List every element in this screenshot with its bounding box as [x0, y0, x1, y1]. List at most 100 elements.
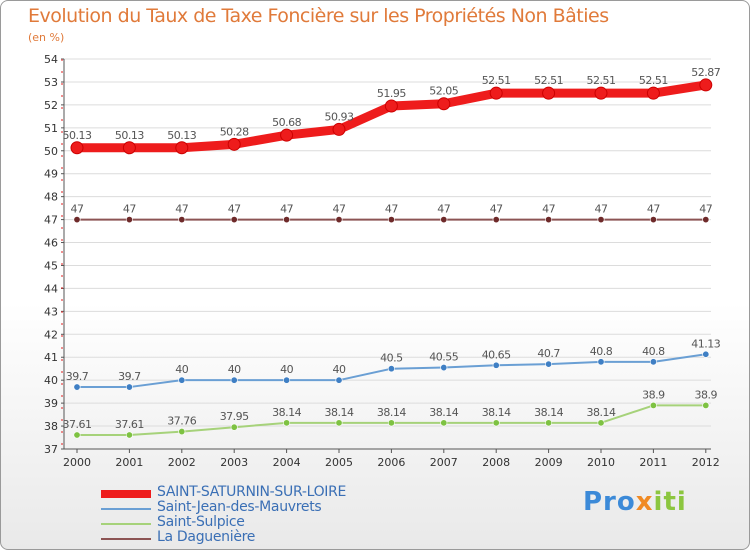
data-point: [283, 419, 291, 427]
y-tick-label: 45: [44, 259, 58, 272]
data-label: 41.13: [691, 337, 720, 350]
data-label: 38.14: [587, 406, 616, 419]
data-point: [649, 401, 657, 409]
data-point: [230, 216, 238, 224]
data-label: 40.65: [482, 348, 511, 361]
data-point: [545, 216, 553, 224]
y-tick-label: 40: [44, 374, 58, 387]
data-point: [702, 216, 710, 224]
data-label: 40.8: [590, 345, 613, 358]
data-point: [646, 86, 660, 100]
y-axis-unit: (en %): [28, 31, 65, 44]
data-point: [597, 419, 605, 427]
data-point: [545, 419, 553, 427]
x-tick-label: 2008: [482, 456, 510, 469]
data-point: [230, 423, 238, 431]
data-point: [73, 431, 81, 439]
data-label: 37.95: [220, 410, 249, 423]
y-tick-label: 41: [44, 351, 58, 364]
data-label: 40: [280, 363, 293, 376]
data-label: 37.76: [167, 415, 196, 428]
logo-part: Pro: [583, 487, 636, 517]
data-point: [73, 383, 81, 391]
data-point: [440, 419, 448, 427]
data-label: 50.13: [63, 129, 92, 142]
data-point: [178, 376, 186, 384]
proxiti-logo[interactable]: Proxiti: [583, 487, 687, 517]
data-point: [440, 364, 448, 372]
data-label: 40.7: [537, 347, 560, 360]
data-label: 50.13: [167, 129, 196, 142]
y-tick-label: 49: [44, 168, 58, 181]
y-tick-label: 43: [44, 305, 58, 318]
data-point: [384, 99, 398, 113]
y-tick-label: 51: [44, 122, 58, 135]
data-label: 47: [699, 203, 712, 216]
data-point: [440, 216, 448, 224]
data-label: 40.8: [642, 345, 665, 358]
data-point: [125, 216, 133, 224]
data-label: 47: [71, 203, 84, 216]
data-label: 38.14: [534, 406, 563, 419]
y-tick-label: 37: [44, 443, 58, 456]
data-label: 50.68: [272, 116, 301, 129]
data-point: [702, 401, 710, 409]
x-tick-label: 2002: [168, 456, 196, 469]
data-label: 40: [228, 363, 241, 376]
data-label: 52.51: [587, 74, 616, 87]
data-point: [597, 216, 605, 224]
legend-label: La Daguenière: [157, 529, 256, 545]
y-tick-label: 53: [44, 76, 58, 89]
data-label: 40.55: [429, 351, 458, 364]
data-label: 39.7: [66, 370, 89, 383]
x-tick-label: 2009: [535, 456, 563, 469]
data-point: [175, 141, 189, 155]
data-label: 52.51: [639, 74, 668, 87]
data-label: 50.93: [325, 110, 354, 123]
x-tick-label: 2011: [639, 456, 667, 469]
data-point: [489, 86, 503, 100]
legend-label: Saint-Sulpice: [157, 514, 245, 530]
data-label: 47: [175, 203, 188, 216]
data-label: 47: [647, 203, 660, 216]
data-label: 47: [595, 203, 608, 216]
data-label: 47: [542, 203, 555, 216]
data-point: [122, 141, 136, 155]
logo-part: iti: [653, 487, 687, 517]
data-point: [332, 122, 346, 136]
data-point: [178, 428, 186, 436]
data-point: [437, 97, 451, 111]
data-label: 37.61: [63, 418, 92, 431]
y-tick-label: 44: [44, 282, 58, 295]
y-tick-label: 42: [44, 328, 58, 341]
y-tick-label: 54: [44, 53, 58, 66]
data-label: 47: [437, 203, 450, 216]
x-tick-label: 2000: [63, 456, 91, 469]
y-tick-label: 47: [44, 214, 58, 227]
x-tick-label: 2001: [115, 456, 143, 469]
data-label: 52.87: [691, 66, 720, 79]
data-point: [387, 419, 395, 427]
data-point: [335, 419, 343, 427]
data-point: [335, 216, 343, 224]
data-label: 40: [175, 363, 188, 376]
legend-swatch: [101, 523, 151, 525]
y-tick-label: 50: [44, 145, 58, 158]
x-tick-label: 2010: [587, 456, 615, 469]
data-point: [70, 141, 84, 155]
x-tick-label: 2012: [692, 456, 720, 469]
data-label: 38.14: [272, 406, 301, 419]
data-point: [125, 431, 133, 439]
data-point: [125, 383, 133, 391]
x-tick-label: 2006: [377, 456, 405, 469]
data-point: [283, 216, 291, 224]
data-point: [283, 376, 291, 384]
y-tick-label: 46: [44, 237, 58, 250]
data-point: [230, 376, 238, 384]
data-point: [73, 216, 81, 224]
data-label: 47: [490, 203, 503, 216]
data-point: [492, 361, 500, 369]
data-label: 40.5: [380, 352, 403, 365]
data-point: [542, 86, 556, 100]
